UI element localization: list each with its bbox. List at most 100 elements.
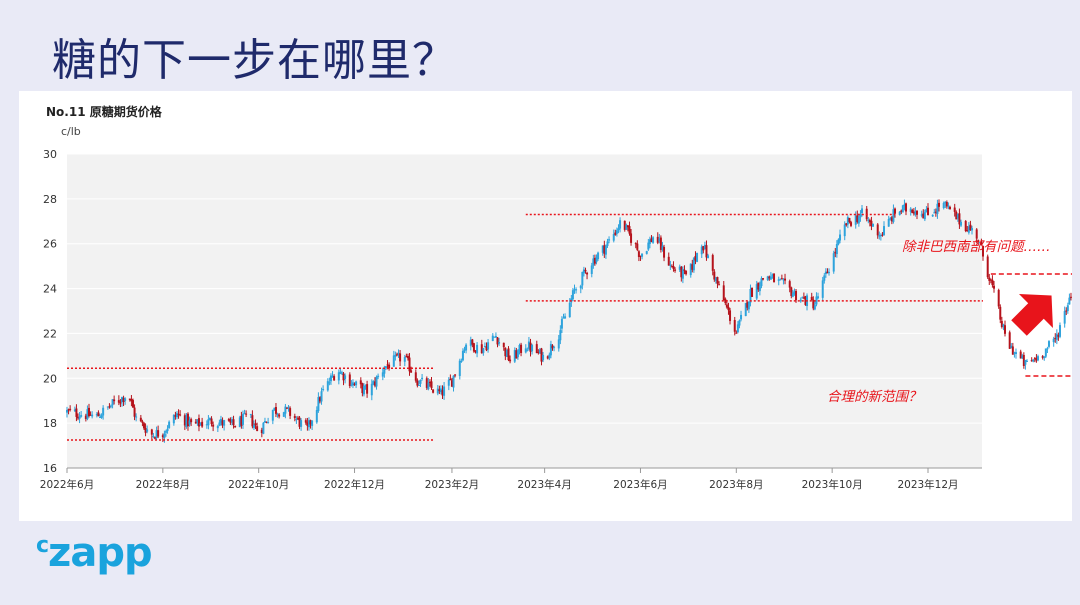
y-tick-label: 28 <box>43 193 57 206</box>
candle-body <box>262 422 265 434</box>
candle-body <box>329 375 332 382</box>
candle-body <box>773 273 776 283</box>
candle-body <box>562 317 565 319</box>
y-tick-label: 26 <box>43 238 57 251</box>
candle-body <box>172 414 175 424</box>
candle-body <box>221 420 224 426</box>
y-tick-label: 16 <box>43 462 57 475</box>
candle-body <box>861 208 864 214</box>
candle-body <box>106 406 109 408</box>
candle-body <box>394 354 397 357</box>
candle-body <box>135 416 138 418</box>
candle-body <box>769 276 772 280</box>
candle-body <box>867 219 870 221</box>
candle-body <box>948 206 951 210</box>
candle-body <box>883 226 886 236</box>
candle-body <box>991 279 994 286</box>
candle-body <box>460 360 463 362</box>
candle-body <box>163 433 166 438</box>
candle-body <box>881 234 884 236</box>
candle-body <box>757 282 760 290</box>
candle-body <box>458 360 461 376</box>
candle-body <box>685 270 688 275</box>
candle-body <box>384 366 387 369</box>
candle-body <box>67 409 70 411</box>
candle-body <box>205 424 208 426</box>
candle-body <box>166 428 169 432</box>
candle-body <box>177 413 180 415</box>
candle-body <box>749 288 752 303</box>
candle-body <box>999 306 1002 320</box>
candle-body <box>876 224 879 236</box>
candle-body <box>509 359 512 362</box>
x-tick-label: 2022年12月 <box>324 478 385 491</box>
candle-body <box>496 337 499 345</box>
candle-body <box>724 298 727 304</box>
candle-body <box>604 246 607 255</box>
candle-body <box>185 415 188 427</box>
candle-body <box>1065 310 1068 312</box>
candle-body <box>461 350 464 361</box>
candle-body <box>361 383 364 394</box>
candle-body <box>1047 341 1050 347</box>
candle-body <box>144 428 147 433</box>
candle-body <box>1021 355 1024 359</box>
candle-body <box>507 348 510 361</box>
x-tick-label: 2022年8月 <box>136 478 190 491</box>
candle-body <box>188 420 191 425</box>
candle-body <box>934 211 937 213</box>
candle-body <box>870 220 873 227</box>
y-tick-label: 30 <box>43 148 57 161</box>
candle-body <box>502 342 505 348</box>
candle-body <box>476 344 479 354</box>
x-tick-label: 2023年4月 <box>517 478 571 491</box>
candle-body <box>740 314 743 320</box>
candle-body <box>383 369 386 374</box>
candle-body <box>777 279 780 281</box>
candle-body <box>625 224 628 230</box>
candle-body <box>1036 356 1039 361</box>
candle-body <box>936 203 939 214</box>
candle-body <box>788 281 791 288</box>
candle-body <box>691 264 694 270</box>
candle-body <box>1052 338 1055 343</box>
candle-body <box>868 220 871 223</box>
price-chart: 16 18 20 22 24 26 28 30 2022年6月 2022年8月 2022年10月 20… <box>40 148 1072 491</box>
candle-body <box>285 407 288 409</box>
candle-body <box>674 269 677 271</box>
candle-body <box>586 272 589 275</box>
candle-body <box>694 255 697 261</box>
candle-body <box>516 350 519 358</box>
candle-body <box>784 278 787 281</box>
candle-body <box>454 374 457 376</box>
candle-body <box>700 246 703 255</box>
candle-body <box>997 289 1000 307</box>
candle-body <box>212 424 215 427</box>
candle-body <box>328 382 331 384</box>
candle-body <box>894 208 897 214</box>
candle-body <box>799 299 802 302</box>
candle-body <box>931 214 934 217</box>
candle-body <box>828 272 831 274</box>
candle-body <box>210 418 213 425</box>
candle-body <box>615 230 618 234</box>
candle-body <box>353 383 356 385</box>
candle-body <box>1025 360 1028 362</box>
candle-body <box>958 213 961 225</box>
candle-body <box>981 245 984 257</box>
candle-body <box>593 257 596 264</box>
candle-body <box>317 397 320 412</box>
candle-body <box>179 414 182 416</box>
candle-body <box>559 330 562 341</box>
candle-body <box>109 405 112 407</box>
candle-body <box>901 205 904 213</box>
candle-body <box>738 320 741 326</box>
candle-body <box>438 389 441 392</box>
candle-body <box>945 201 948 207</box>
candle-body <box>293 416 296 419</box>
candle-body <box>725 304 728 308</box>
chart-panel: No.11 原糖期货价格 c/lb 16 18 20 22 24 26 28 30 2022年6… <box>19 91 1072 521</box>
candle-body <box>111 399 114 406</box>
candle-body <box>614 232 617 235</box>
x-tick-label: 2023年6月 <box>613 478 667 491</box>
